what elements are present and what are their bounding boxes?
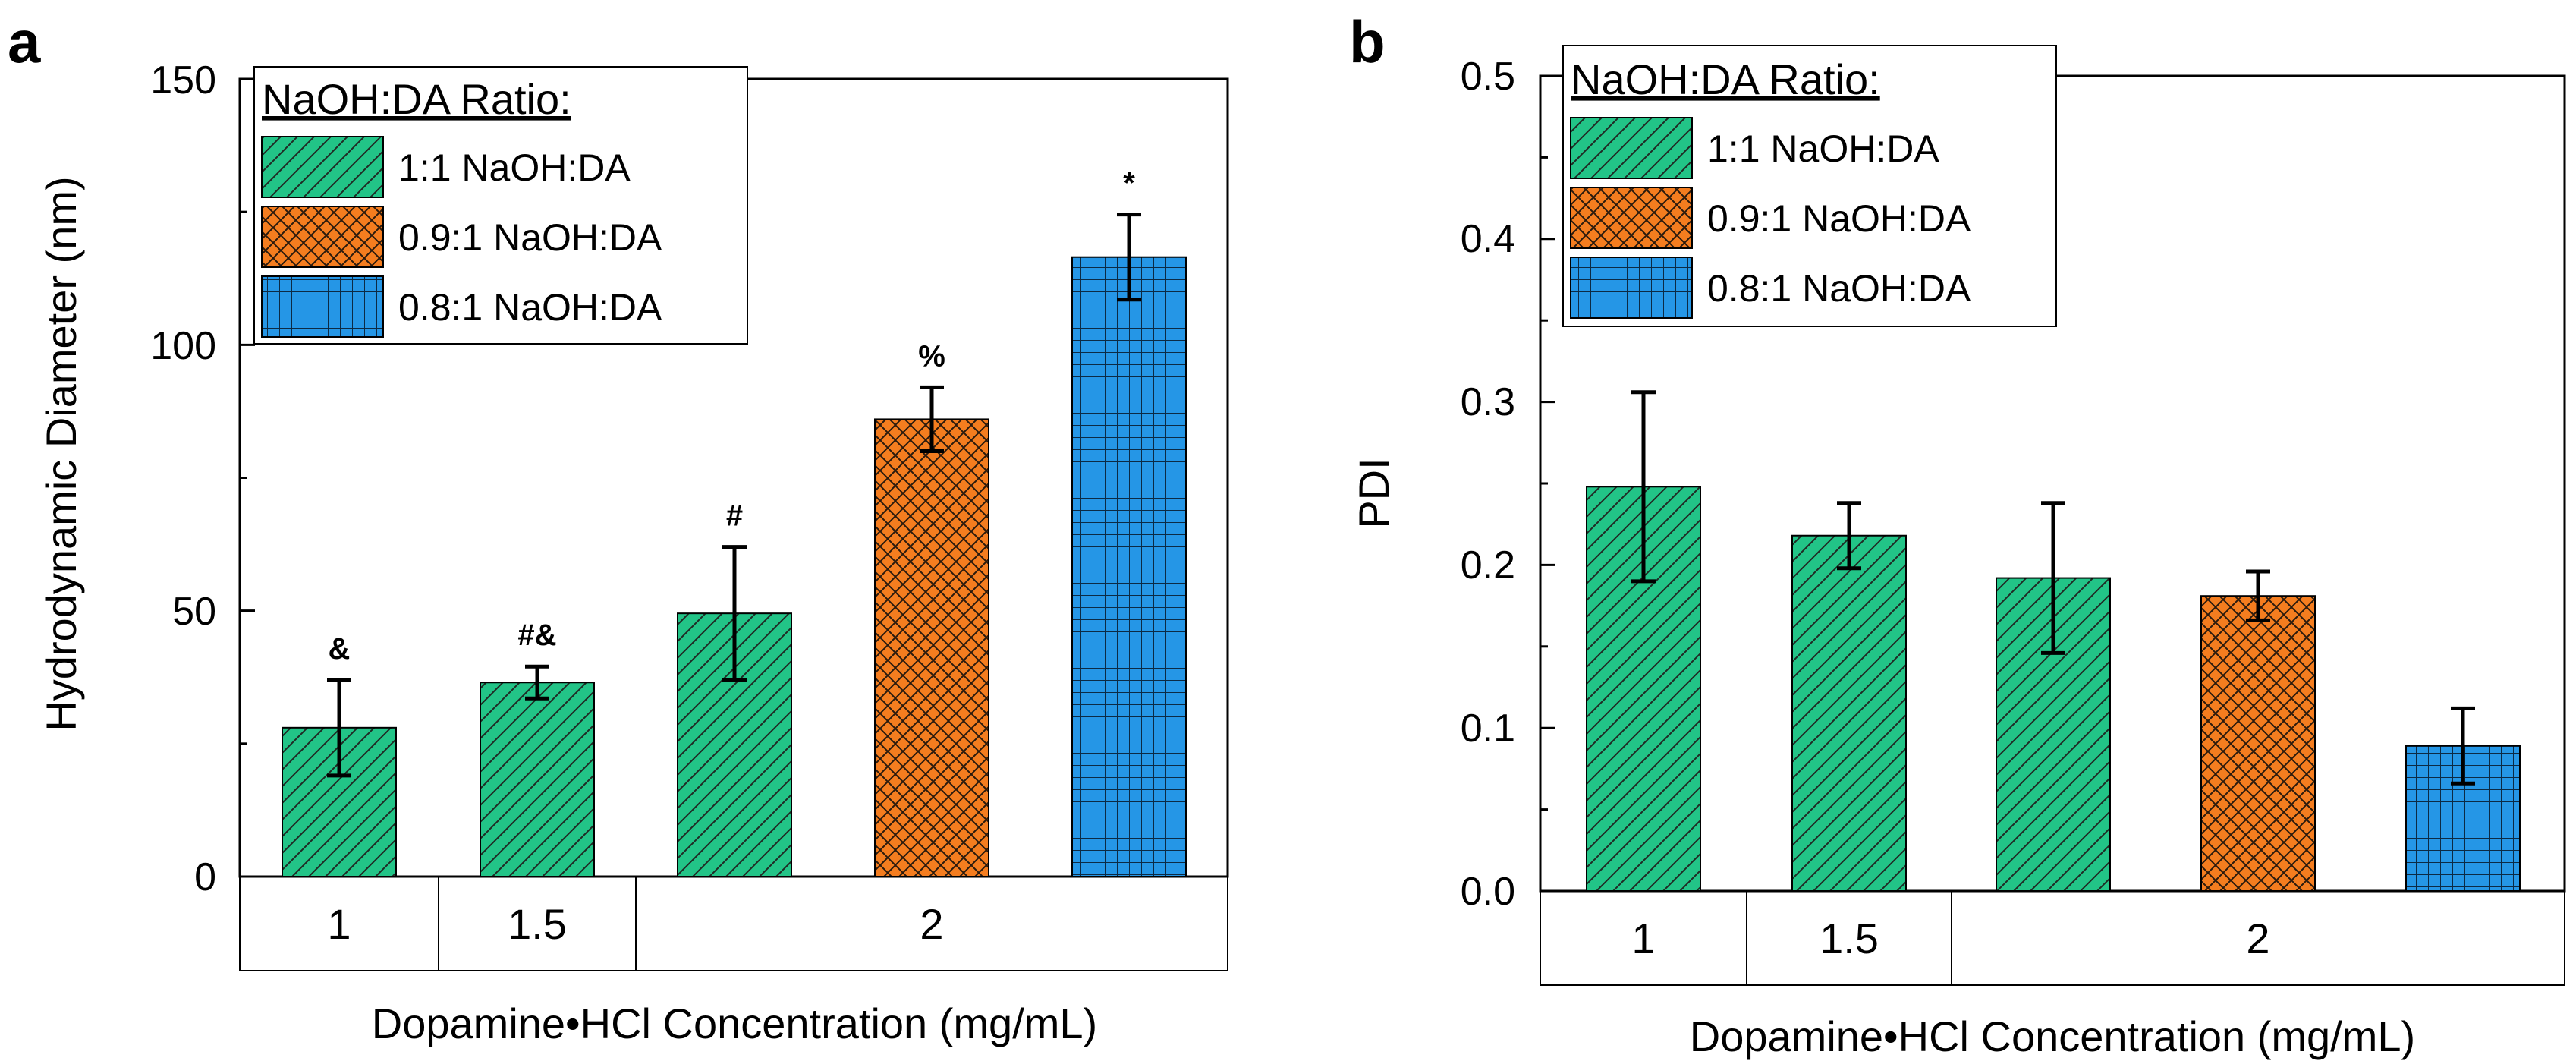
panel-a-significance-3: # [726,499,743,533]
panel-a-error-bar-4 [920,385,944,453]
panel-b-category-table-frame [1540,890,2565,986]
panel-a-error-bar-5 [1117,213,1141,302]
panel-b-ytick-0: 0.0 [1461,870,1515,914]
panel-b-bars [1586,390,2521,893]
panel-b-error-bar-2 [1837,501,1861,571]
panel-b-category-1-5: 1.5 [1820,915,1879,962]
panel-a-error-bar-2 [525,664,549,701]
panel-a-bar-5 [1071,256,1187,877]
panel-b-legend-label-r1: 1:1 NaOH:DA [1707,128,1939,170]
panel-b-error-bar-1 [1631,390,1656,584]
panel-a-tick-marks [240,77,255,878]
panel-b-error-bar-4 [2246,569,2270,622]
panel-b-category-table: 1 1.5 2 [1540,890,2565,986]
panel-b-category-1: 1 [1631,915,1655,962]
panel-b-error-bar-5 [2451,706,2475,786]
panel-b-ytick-2: 0.2 [1461,543,1515,587]
panel-a-legend-title: NaOH:DA Ratio: [262,75,571,123]
panel-a-xlabel: Dopamine•HCl Concentration (mg/mL) [372,1000,1097,1047]
panel-b-plot-area [1539,74,2566,893]
panel-a-legend-label-r08: 0.8:1 NaOH:DA [398,286,662,329]
panel-a-ytick-2: 100 [150,324,216,368]
panel-b-legend-label-r09: 0.9:1 NaOH:DA [1707,197,1971,240]
panel-b-legend-label-r08: 0.8:1 NaOH:DA [1707,267,1971,310]
panel-a-ytick-1: 50 [172,590,216,634]
panel-letter-a: a [8,8,41,75]
panel-letter-b: b [1349,8,1386,75]
panel-a-yticks: 0 50 100 150 [150,58,216,899]
panel-a-legend-swatch-r09 [261,206,384,268]
panel-a-ytick-0: 0 [194,855,216,899]
panel-b-ytick-1: 0.1 [1461,707,1515,751]
panel-a: a Hydrodynamic Diameter (nm) 0 50 100 15… [8,8,1229,1047]
panel-a-category-table: 1 1.5 2 [239,876,1228,971]
panel-b-ytick-5: 0.5 [1461,55,1515,99]
panel-a-legend-swatch-r08 [261,275,384,338]
panel-a-bar-4 [874,418,989,877]
panel-b-bar-2 [1791,534,1907,893]
panel-a-ylabel: Hydrodynamic Diameter (nm) [37,176,85,731]
panel-a-legend-swatch-r1 [261,136,384,198]
panel-a-significance-5: * [1123,167,1135,200]
panel-a-significance-4: % [918,339,945,373]
panel-a-error-bar-3 [722,545,747,682]
panel-b-legend-swatch-r09 [1570,187,1693,249]
panel-a-ytick-3: 150 [150,58,216,102]
panel-b-yticks: 0.0 0.1 0.2 0.3 0.4 0.5 [1461,55,1515,914]
panel-b-ytick-3: 0.3 [1461,380,1515,424]
panel-a-category-1-5: 1.5 [508,900,567,948]
panel-a-legend-label-r09: 0.9:1 NaOH:DA [398,216,662,259]
panel-a-category-2: 2 [920,900,943,948]
panel-a-category-table-frame [239,876,1228,971]
panel-b-ylabel: PDI [1350,458,1398,528]
panel-b: b PDI 0.0 0.1 0.2 0.3 0.4 0.5 1 1.5 2 Do… [1349,8,2566,1060]
panel-b-error-bar-3 [2041,501,2065,655]
panel-b-ytick-4: 0.4 [1461,217,1515,261]
panel-a-significance-2: #& [517,619,556,652]
panel-a-bar-2 [480,682,595,877]
panel-a-significance-1: & [329,632,351,666]
panel-b-legend: NaOH:DA Ratio: 1:1 NaOH:DA 0.9:1 NaOH:DA… [1562,45,2057,327]
panel-b-legend-swatch-r1 [1570,117,1693,179]
panel-b-category-2: 2 [2246,915,2269,962]
panel-b-tick-marks [1540,74,1555,893]
panel-b-xlabel: Dopamine•HCl Concentration (mg/mL) [1690,1012,2415,1060]
panel-b-legend-swatch-r08 [1570,257,1693,319]
panel-a-category-1: 1 [327,900,351,948]
panel-a-error-bar-1 [327,678,351,778]
panel-b-bar-4 [2200,595,2316,892]
panel-a-legend-label-r1: 1:1 NaOH:DA [398,146,631,189]
panel-a-legend: NaOH:DA Ratio: 1:1 NaOH:DA 0.9:1 NaOH:DA… [253,66,748,345]
panel-b-legend-title: NaOH:DA Ratio: [1571,55,1880,103]
